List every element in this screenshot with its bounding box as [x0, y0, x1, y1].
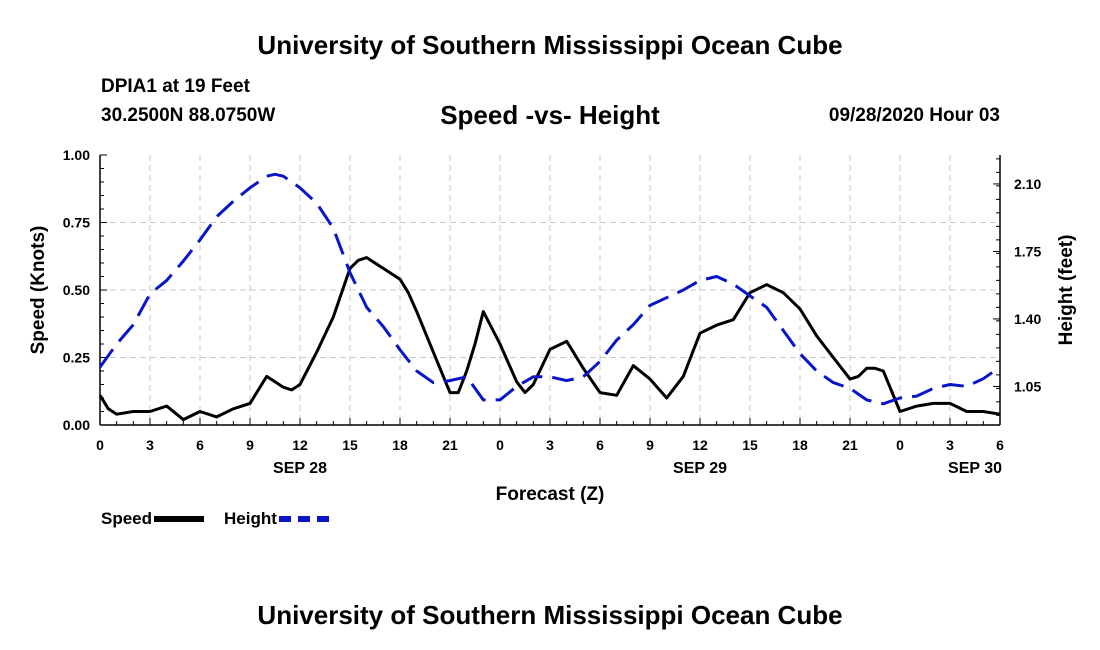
top-title: University of Southern Mississippi Ocean…	[257, 30, 843, 60]
x-tick-label: 3	[146, 437, 154, 453]
legend-speed-label: Speed	[101, 509, 153, 528]
y-tick-label: 1.00	[63, 147, 90, 163]
x-axis-title: Forecast (Z)	[496, 484, 605, 505]
x-tick-label: 18	[792, 437, 808, 453]
x-tick-label: 21	[442, 437, 458, 453]
x-tick-label: 18	[392, 437, 408, 453]
height-series-line	[98, 172, 1001, 406]
day-label: SEP 30	[948, 460, 1002, 477]
x-tick-label: 9	[246, 437, 254, 453]
x-tick-label: 0	[96, 437, 104, 453]
coordinates-label: 30.2500N 88.0750W	[101, 105, 276, 126]
legend-height-swatch	[278, 516, 329, 522]
y-tick-label: 0.00	[63, 417, 90, 433]
x-tick-label: 6	[996, 437, 1004, 453]
y2-tick-label: 2.10	[1014, 176, 1041, 192]
station-label: DPIA1 at 19 Feet	[101, 76, 250, 97]
x-tick-label: 12	[692, 437, 708, 453]
day-label: SEP 29	[673, 460, 727, 477]
y-tick-label: 0.75	[63, 215, 90, 231]
x-tick-label: 21	[842, 437, 858, 453]
legend-speed: Speed	[101, 509, 205, 529]
y-tick-label: 0.25	[63, 350, 90, 366]
legend-height-label: Height	[224, 509, 277, 528]
x-tick-label: 0	[496, 437, 504, 453]
x-tick-label: 15	[342, 437, 358, 453]
forecast-datetime: 09/28/2020 Hour 03	[828, 105, 1000, 126]
x-tick-label: 6	[596, 437, 604, 453]
y-axis-title: Speed (Knots)	[28, 226, 49, 355]
x-tick-label: 0	[896, 437, 904, 453]
y2-tick-label: 1.40	[1014, 311, 1041, 327]
chart-title: Speed -vs- Height	[440, 100, 660, 130]
bottom-title: University of Southern Mississippi Ocean…	[257, 600, 843, 630]
legend: Speed Height	[101, 509, 349, 529]
x-tick-label: 3	[946, 437, 954, 453]
x-tick-label: 6	[196, 437, 204, 453]
speed-series-line	[98, 256, 1001, 422]
x-tick-label: 12	[292, 437, 308, 453]
y-tick-label: 0.50	[63, 282, 90, 298]
x-tick-label: 15	[742, 437, 758, 453]
legend-height: Height	[224, 509, 329, 529]
x-tick-label: 3	[546, 437, 554, 453]
x-tick-label: 9	[646, 437, 654, 453]
legend-speed-swatch	[154, 516, 205, 522]
y2-axis-title: Height (feet)	[1056, 235, 1077, 346]
y2-tick-label: 1.05	[1014, 378, 1041, 394]
day-label: SEP 28	[273, 460, 327, 477]
y2-tick-label: 1.75	[1014, 243, 1041, 259]
